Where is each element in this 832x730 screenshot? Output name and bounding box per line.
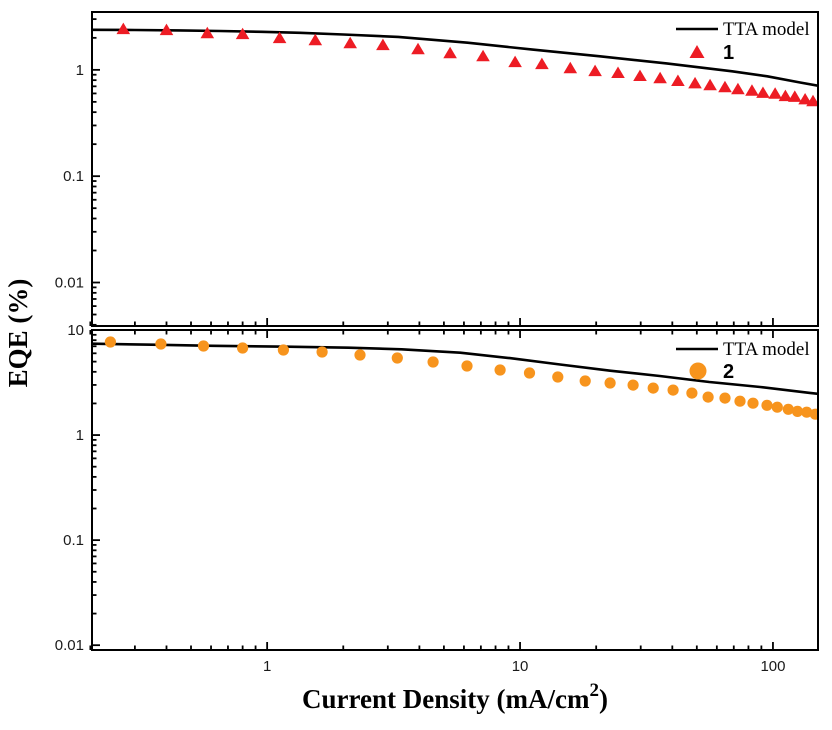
data-point-triangle [235, 27, 250, 40]
panel-bottom-device-2: 1 10 100 0.01 0.1 1 10 [55, 322, 819, 675]
data-point-circle [427, 356, 439, 368]
y-tick-label: 0.01 [55, 637, 84, 654]
data-point-circle [237, 342, 249, 354]
data-point-circle [155, 338, 167, 350]
data-point-triangle [376, 38, 390, 51]
x-tick-label: 1 [263, 658, 271, 675]
x-tick-label: 100 [760, 658, 785, 675]
data-point-circle [771, 401, 783, 413]
data-point-triangle [718, 80, 732, 93]
data-point-triangle [788, 90, 802, 102]
data-point-circle [809, 408, 818, 420]
data-point-circle [801, 406, 813, 418]
data-point-circle [686, 387, 698, 399]
data-point-circle [354, 349, 366, 361]
y-tick-label: 10 [67, 322, 84, 339]
data-point-triangle [159, 23, 174, 36]
y-tick-label: 0.01 [55, 275, 84, 292]
model-line [92, 342, 818, 396]
data-point-triangle [806, 94, 818, 107]
legend-series-label-top: 1 [723, 42, 734, 64]
data-point-circle [391, 352, 403, 364]
data-point-circle [627, 379, 639, 391]
y-tick-label: 0.1 [63, 168, 84, 185]
data-point-circle [604, 377, 616, 389]
y-axis-label: EQE (%) [3, 279, 33, 388]
data-point-triangle [731, 82, 745, 95]
data-point-circle [579, 375, 591, 387]
data-point-triangle [535, 57, 549, 70]
data-point-circle [747, 397, 759, 409]
data-point-triangle [671, 74, 685, 86]
data-point-triangle [778, 89, 793, 102]
data-point-triangle [768, 87, 782, 99]
data-point-circle [104, 336, 116, 348]
data-point-circle [494, 364, 506, 376]
y-tick-label: 1 [76, 427, 84, 444]
panel-frame [91, 329, 819, 651]
data-point-triangle [200, 26, 215, 39]
data-point-triangle [343, 36, 357, 49]
data-point-triangle [611, 66, 625, 78]
panel-frame [91, 11, 819, 327]
data-point-triangle [745, 84, 759, 96]
model-line [92, 28, 818, 87]
data-point-triangle [308, 33, 323, 46]
data-point-triangle [508, 55, 522, 68]
data-point-circle [461, 360, 473, 372]
data-point-triangle [633, 69, 647, 81]
legend-circle-marker-icon [689, 362, 707, 380]
data-point-triangle [588, 64, 602, 77]
data-point-circle [734, 395, 746, 407]
data-point-circle [791, 405, 804, 417]
data-point-circle [667, 384, 679, 396]
data-point-circle [552, 371, 564, 383]
data-point-circle [523, 367, 536, 379]
data-point-triangle [563, 61, 578, 74]
legend-model-label-top: TTA model [723, 19, 810, 40]
x-axis-label: Current Density (mA/cm2) [302, 680, 608, 714]
panel-top-device-1: 0.01 0.1 1 [55, 11, 819, 327]
legend-bottom-panel: TTA model 2 [676, 339, 810, 383]
data-point-circle [702, 391, 714, 403]
data-point-circle [647, 382, 659, 394]
x-tick-label: 10 [512, 658, 529, 675]
y-tick-label: 0.1 [63, 532, 84, 549]
data-point-circle [197, 340, 210, 352]
panel-data-layer [92, 22, 818, 107]
legend-model-label-bottom: TTA model [723, 339, 810, 360]
data-point-circle [761, 399, 773, 411]
data-point-triangle [116, 22, 131, 35]
legend-series-label-bottom: 2 [723, 361, 734, 383]
data-point-triangle [476, 49, 490, 62]
data-point-triangle [443, 46, 457, 59]
data-point-triangle [688, 76, 702, 89]
legend-triangle-marker-icon [689, 45, 705, 58]
data-point-circle [277, 344, 289, 356]
data-point-triangle [756, 86, 770, 98]
data-point-triangle [798, 93, 812, 105]
data-point-triangle [703, 78, 717, 91]
data-point-circle [782, 403, 794, 415]
data-point-circle [316, 346, 328, 358]
legend-top-panel: TTA model 1 [676, 19, 810, 64]
data-point-circle [719, 392, 731, 404]
y-tick-label: 1 [76, 62, 84, 79]
data-point-triangle [411, 42, 425, 55]
data-point-triangle [653, 71, 667, 84]
panel-data-layer [92, 336, 818, 421]
data-point-triangle [272, 31, 287, 44]
